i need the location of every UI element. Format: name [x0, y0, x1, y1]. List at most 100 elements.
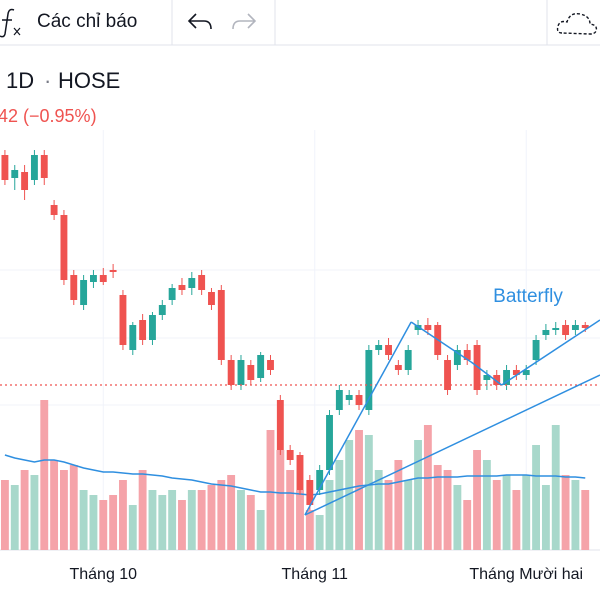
candle-body — [267, 360, 274, 370]
volume-bar — [217, 480, 226, 550]
candle-body — [60, 215, 68, 280]
volume-bar — [482, 460, 491, 550]
volume-bar — [345, 440, 354, 550]
fx-f — [0, 8, 15, 38]
volume-bar — [158, 495, 167, 550]
candle-body — [385, 345, 392, 355]
redo-button[interactable] — [232, 13, 257, 30]
volume-bar — [532, 445, 540, 550]
candle-body — [571, 325, 579, 330]
volume-bar — [79, 490, 88, 550]
candle-body — [227, 360, 235, 385]
candle-body — [326, 415, 333, 470]
candle-body — [40, 155, 48, 178]
volume-bar — [423, 425, 432, 550]
volume-bar — [40, 400, 49, 550]
volume-bar — [187, 490, 196, 550]
volume-bar — [276, 450, 285, 550]
volume-bar — [119, 480, 127, 550]
fx-icon[interactable] — [0, 8, 21, 38]
separator: · — [44, 68, 51, 93]
volume-bar — [256, 510, 265, 550]
volume-bar — [571, 480, 580, 550]
indicators-button[interactable]: Các chỉ báo — [37, 11, 137, 32]
candle-body — [345, 395, 353, 400]
volume-bar — [581, 490, 590, 550]
candle-body — [50, 205, 58, 215]
candle-body — [493, 375, 501, 385]
candle-body — [581, 325, 589, 328]
exchange: HOSE — [58, 68, 120, 93]
volume-bar — [246, 495, 255, 550]
candle-body — [1, 155, 9, 180]
volume-bar — [207, 485, 216, 550]
candle-body — [316, 470, 324, 490]
volume-bar — [414, 440, 422, 550]
x-tick-label: Tháng Mười hai — [469, 566, 583, 583]
candle-body — [512, 370, 520, 375]
undo-button[interactable] — [187, 13, 212, 30]
volume-bar — [237, 490, 245, 550]
volume-bar — [266, 430, 275, 550]
candle-body — [149, 315, 156, 340]
candle-body — [414, 325, 422, 330]
candle-body — [11, 170, 19, 178]
candle-body — [453, 350, 461, 365]
volume-bar — [10, 485, 19, 550]
volume-bar — [286, 470, 295, 550]
candle-body — [276, 400, 284, 450]
candle-body — [21, 172, 29, 190]
volume-bar — [433, 465, 442, 550]
candle-body — [70, 275, 78, 300]
candle-body — [424, 325, 432, 330]
plot: Tháng 10 Tháng 11 Tháng Mười hai Batterfly — [0, 130, 600, 583]
volume-bar — [394, 460, 403, 550]
volume-bar — [364, 435, 373, 550]
candle-body — [542, 330, 550, 335]
price-change: 42 (−0.95%) — [0, 106, 97, 126]
moving-average — [4, 454, 586, 496]
volume-bar — [227, 475, 236, 550]
volume-bar — [0, 480, 9, 550]
volume-bar — [541, 485, 550, 550]
candle-body — [99, 275, 107, 282]
volume-bar — [178, 500, 186, 550]
volume-bar — [325, 480, 334, 550]
candle-body — [286, 450, 294, 460]
volume-bar — [60, 470, 68, 550]
volume-bar — [20, 470, 29, 550]
cloud-save-button[interactable] — [556, 12, 598, 35]
volume-bar — [453, 485, 462, 550]
candle-body — [483, 375, 491, 380]
x-tick-label: Tháng 11 — [282, 566, 349, 583]
volume-bar — [305, 510, 314, 550]
pattern-line — [410, 321, 472, 363]
volume-bar — [512, 490, 521, 550]
volume-bar — [492, 480, 501, 550]
candle-body — [90, 275, 97, 282]
volume-bar — [443, 470, 452, 550]
volume-bar — [384, 480, 393, 550]
candle-body — [80, 280, 88, 305]
candle-body — [562, 325, 570, 335]
candle-body — [355, 395, 363, 405]
volume-bar — [50, 460, 59, 550]
volume-bar — [99, 500, 108, 550]
candle-body — [522, 370, 530, 375]
candle-body — [217, 290, 225, 360]
volume-bar — [561, 475, 570, 550]
volume-bar — [522, 475, 531, 550]
volume-bar — [335, 460, 344, 550]
volume-bar — [296, 490, 304, 550]
candle-body — [129, 325, 137, 350]
candle-body — [30, 155, 38, 180]
volume-bar — [89, 495, 98, 550]
candle-body — [463, 350, 471, 360]
candle-body — [444, 360, 451, 390]
volume-bar — [128, 505, 137, 550]
volume-bar — [374, 470, 383, 550]
volume-bar — [551, 425, 560, 550]
volume-bar — [30, 475, 39, 550]
volume-bar — [502, 475, 511, 550]
